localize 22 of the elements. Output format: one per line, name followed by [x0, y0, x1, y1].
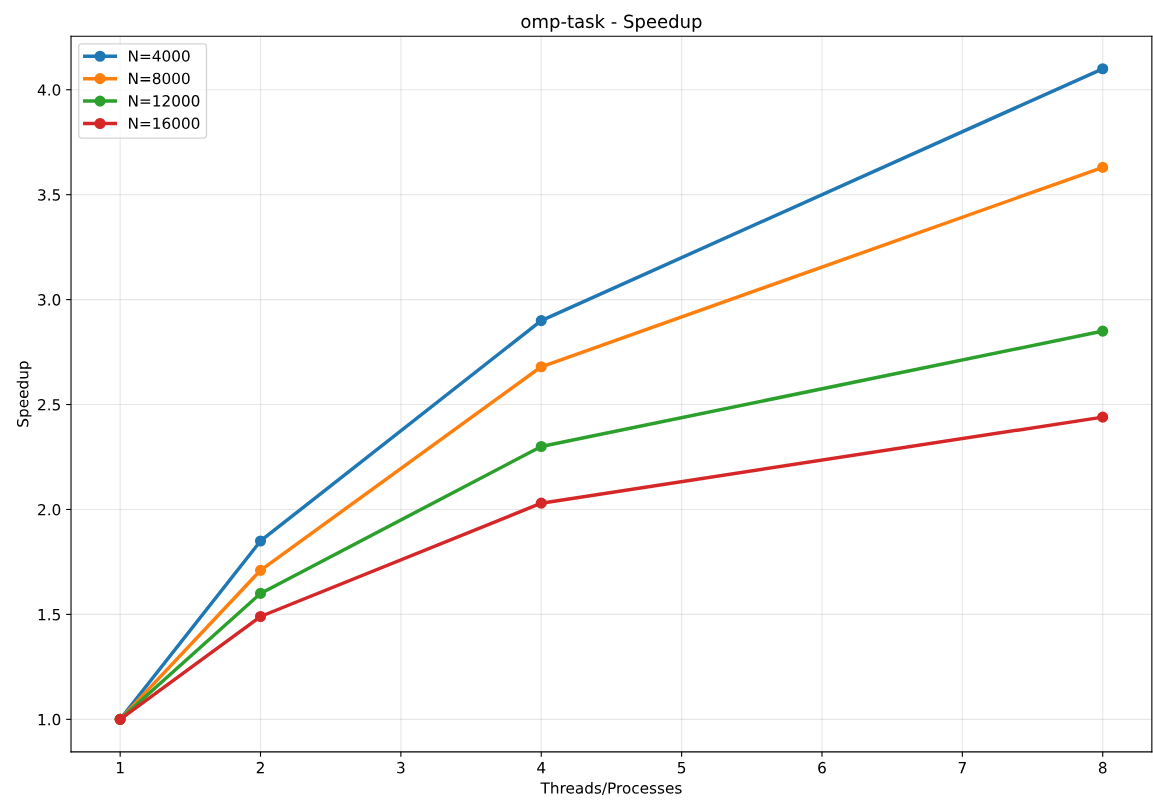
x-tick-label: 8 — [1098, 761, 1107, 774]
legend-label: N=12000 — [129, 95, 200, 107]
x-tick-label: 5 — [677, 762, 686, 774]
y-tick-label: 3.5 — [38, 189, 60, 201]
x-tick-label: 4 — [537, 762, 546, 774]
y-tick-label: 2.0 — [38, 503, 61, 516]
x-tick-label: 7 — [958, 762, 966, 774]
y-tick-label: 1.0 — [38, 713, 61, 726]
x-tick-label: 3 — [397, 761, 405, 774]
x-tick-label: 6 — [818, 761, 826, 774]
x-axis-title: Threads/Processes — [540, 781, 682, 795]
y-tick-label: 3.0 — [38, 294, 61, 306]
chart-title: omp-task - Speedup — [521, 14, 702, 32]
x-tick-label: 1 — [116, 762, 124, 774]
y-tick-label: 1.5 — [38, 609, 60, 621]
y-tick-label: 4.0 — [37, 84, 61, 96]
x-tick-label: 2 — [256, 761, 264, 774]
legend-label: N=8000 — [129, 72, 190, 85]
y-tick-label: 2.5 — [38, 399, 60, 411]
legend-label: N=4000 — [129, 50, 190, 62]
y-axis-title: Speedup — [16, 361, 32, 427]
legend-label: N=16000 — [129, 117, 200, 130]
